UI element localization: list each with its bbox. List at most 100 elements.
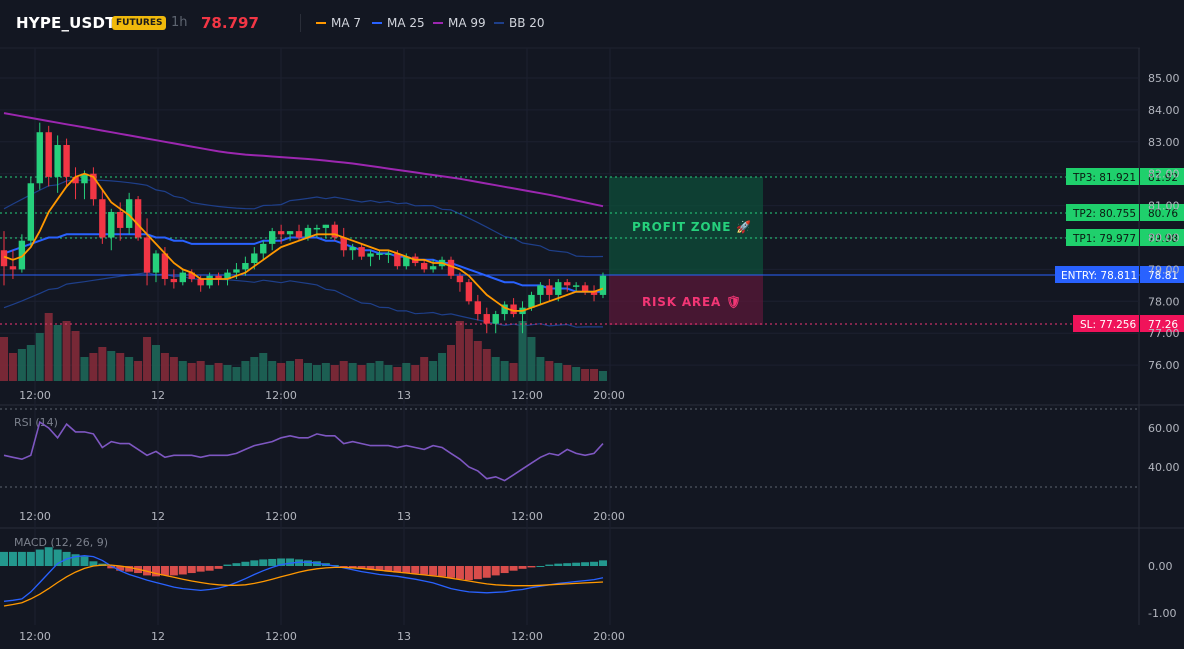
risk-zone-label: RISK AREA 🛡: [642, 295, 742, 309]
candle-body: [340, 237, 347, 251]
time-tick: 12:00: [265, 510, 297, 523]
sl-tag[interactable]: [1073, 315, 1139, 332]
legend-bb[interactable]: BB 20: [494, 16, 545, 30]
macd-hist-bar: [357, 566, 366, 569]
volume-bar: [80, 357, 89, 381]
time-tick: 12: [151, 510, 165, 523]
volume-bar: [0, 337, 8, 381]
candle-body: [420, 263, 428, 270]
volume-bar: [151, 345, 160, 381]
volume-bar: [598, 371, 607, 381]
candle-body: [9, 266, 17, 270]
volume-bar: [375, 361, 384, 381]
bb-lower: [3, 272, 604, 328]
macd-tick-0: 0.00: [1148, 560, 1173, 573]
volume-bar: [330, 365, 339, 381]
candle-body: [188, 272, 195, 279]
volume-bar: [160, 353, 169, 381]
macd-hist-bar: [536, 566, 545, 567]
macd-hist-bar: [500, 566, 509, 574]
volume-bar: [214, 363, 223, 381]
candle-body: [18, 240, 26, 270]
macd-hist-bar: [241, 561, 250, 566]
price-tick: 76.00: [1148, 359, 1180, 372]
rsi-label: RSI (14): [14, 416, 58, 429]
price-tick: 83.00: [1148, 136, 1180, 149]
volume-bar: [250, 357, 259, 381]
volume-bars: [0, 313, 607, 381]
price-axis-ticks: 85.00 84.00 83.00 82.00 81.00 80.00 79.00 78.00…: [1148, 72, 1180, 372]
macd-hist-bar: [107, 566, 116, 569]
volume-bar: [455, 321, 464, 381]
rsi-tick-60: 60.00: [1148, 422, 1180, 435]
tp3-tag-text: TP3: 81.921: [1072, 172, 1136, 184]
time-tick: 12:00: [19, 510, 51, 523]
candle-body: [358, 247, 365, 257]
candle-body: [117, 211, 124, 228]
macd-hist-bar: [286, 558, 295, 566]
legend-ma25-label: MA 25: [387, 16, 425, 30]
volume-bar: [447, 345, 455, 381]
candle-body: [286, 231, 294, 235]
macd-hist-bar: [187, 566, 196, 574]
candle-body: [304, 227, 312, 238]
tp2-tag[interactable]: [1066, 204, 1139, 221]
tp1-tag[interactable]: [1066, 229, 1139, 246]
tp1-axis-text: 79.98: [1148, 233, 1178, 245]
candle-body: [376, 253, 383, 255]
time-tick: 12:00: [19, 630, 51, 643]
volume-bar: [259, 353, 268, 381]
ma7-line: [3, 172, 604, 312]
volume-bar: [107, 351, 116, 381]
macd-hist-bar: [491, 566, 500, 576]
tp2-tag-text: TP2: 80.755: [1072, 208, 1136, 220]
macd-hist-bar: [464, 566, 473, 581]
candle-body: [528, 294, 535, 308]
volume-bar: [53, 325, 62, 381]
volume-bar: [321, 363, 330, 381]
volume-bar: [35, 333, 44, 381]
macd-hist-bar: [366, 566, 375, 570]
macd-hist-bar: [411, 566, 420, 574]
legend-ma25[interactable]: MA 25: [372, 16, 425, 30]
time-tick: 20:00: [593, 630, 625, 643]
candle-body: [242, 263, 249, 270]
candle-body: [456, 275, 464, 283]
candle-body: [322, 224, 330, 228]
candle-body: [385, 253, 392, 255]
candle-body: [367, 253, 374, 257]
legend-ma7[interactable]: MA 7: [316, 16, 361, 30]
volume-bar: [8, 353, 17, 381]
profit-zone[interactable]: [609, 177, 763, 275]
entry-tag[interactable]: [1055, 266, 1139, 283]
interval-label[interactable]: 1h: [171, 15, 188, 30]
entry-tag-text: ENTRY: 78.811: [1061, 270, 1137, 282]
macd-series: [0, 547, 607, 607]
macd-hist-bar: [8, 551, 17, 566]
candle-body: [465, 282, 473, 302]
macd-hist-bar: [214, 566, 223, 569]
tp3-tag[interactable]: [1066, 168, 1139, 185]
price-tick: 84.00: [1148, 104, 1180, 117]
candle-body: [599, 275, 607, 295]
macd-hist-bar: [53, 549, 62, 566]
time-tick: 20:00: [593, 510, 625, 523]
macd-hist-bar: [259, 559, 268, 566]
legend-ma99[interactable]: MA 99: [433, 16, 486, 30]
macd-hist-bar: [125, 566, 134, 572]
legend-ma7-label: MA 7: [331, 16, 362, 30]
chart-header: HYPE_USDT FUTURES 1h 78.797 MA 7 MA 25 M…: [0, 0, 1184, 48]
symbol-name[interactable]: HYPE_USDT: [16, 14, 116, 32]
volume-bar: [169, 357, 178, 381]
price-tick: 79.00: [1148, 263, 1180, 276]
candle-body: [206, 275, 213, 286]
candle-body: [403, 256, 410, 267]
candle-body: [224, 272, 231, 279]
macd-hist-bar: [455, 566, 464, 580]
volume-bar: [125, 357, 134, 381]
volume-bar: [303, 363, 312, 381]
candle-body: [152, 253, 160, 273]
time-axis-ticks: 12:00 12 12:00 13 12:00 20:00: [19, 389, 625, 402]
risk-zone[interactable]: [609, 275, 763, 325]
